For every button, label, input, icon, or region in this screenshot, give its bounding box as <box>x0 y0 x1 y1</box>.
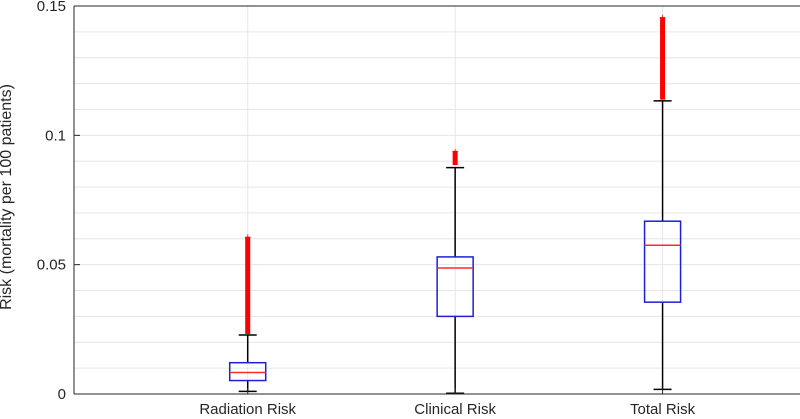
box-plots: + + + <box>228 14 682 394</box>
y-tick-label: 0.15 <box>37 0 66 15</box>
y-tick-label: 0.05 <box>37 257 66 274</box>
outlier-marker: + <box>451 147 459 157</box>
y-axis-label: Risk (mortality per 100 patients) <box>0 84 15 310</box>
box-iqr <box>228 361 267 382</box>
outlier-marker: + <box>244 233 252 243</box>
outlier-cluster <box>245 236 251 334</box>
box-iqr <box>643 220 682 303</box>
tick-labels: 0 0.05 0.1 0.15 Radiation Risk Clinical Risk T… <box>37 0 696 418</box>
outlier-marker: + <box>659 14 667 24</box>
y-tick-label: 0 <box>58 386 66 403</box>
grid-lines <box>74 5 800 395</box>
box-iqr <box>436 256 474 318</box>
axes <box>73 5 800 395</box>
outlier-cluster <box>660 17 666 100</box>
x-tick-label: Radiation Risk <box>199 401 296 418</box>
outlier-cluster <box>452 150 458 166</box>
x-tick-label: Clinical Risk <box>414 401 496 418</box>
y-tick-label: 0.1 <box>45 127 66 144</box>
box-group: + <box>643 14 682 391</box>
x-tick-label: Total Risk <box>630 401 696 418</box>
box-group: + <box>436 147 474 394</box>
